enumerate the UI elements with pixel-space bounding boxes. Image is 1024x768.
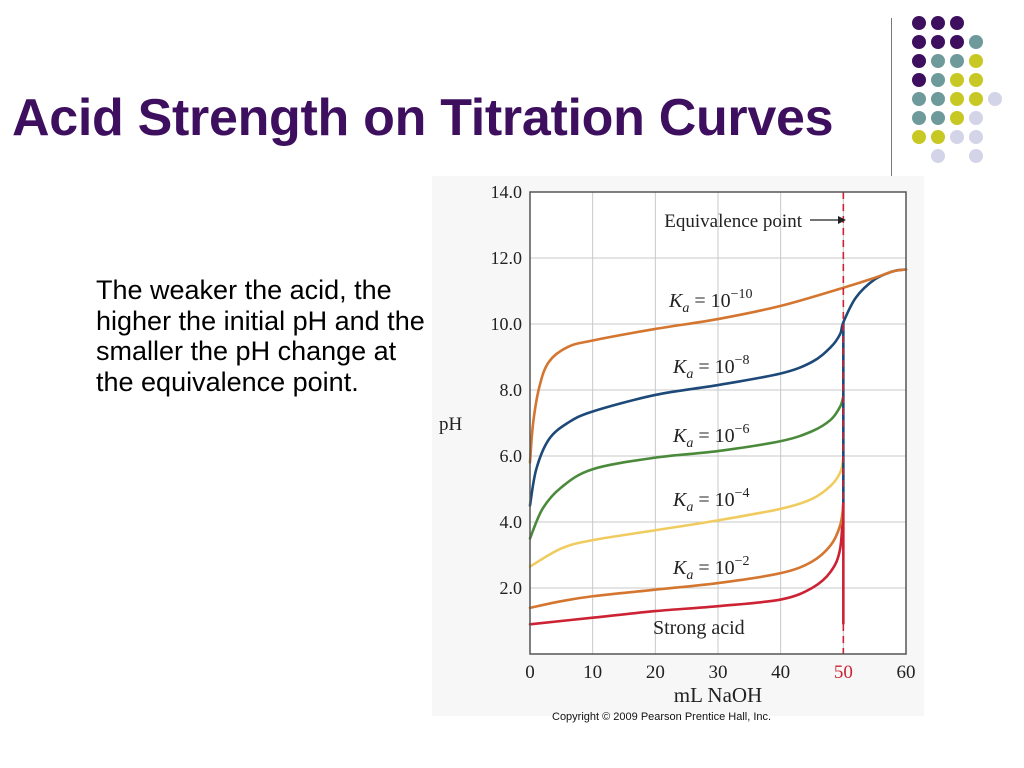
decorative-dot [950, 16, 964, 30]
x-tick-label: 20 [646, 662, 665, 683]
series-line-3 [528, 395, 845, 540]
decorative-dot [988, 92, 1002, 106]
x-tick-label-equivalence: 50 [834, 662, 853, 683]
decorative-dot [950, 54, 964, 68]
decorative-dot [931, 130, 945, 144]
decorative-dot [969, 54, 983, 68]
plot-frame [529, 191, 907, 655]
decorative-dot [969, 130, 983, 144]
x-tick-label: 10 [583, 662, 602, 683]
decorative-dot [950, 92, 964, 106]
series-line-0 [528, 500, 845, 626]
decorative-dot [969, 35, 983, 49]
series-line-2 [528, 458, 845, 568]
x-axis-title: mL NaOH [674, 683, 762, 707]
decorative-dot [912, 130, 926, 144]
y-tick-label: 4.0 [500, 512, 523, 532]
decorative-dot [931, 149, 945, 163]
y-tick-label: 12.0 [491, 248, 523, 268]
decorative-dot [931, 111, 945, 125]
copyright-text: Copyright © 2009 Pearson Prentice Hall, … [552, 711, 772, 723]
titration-chart: Equivalence point Strong acid Ka = 10−2 Ka… [432, 176, 924, 716]
y-tick-labels: 2.0 4.0 6.0 8.0 10.0 12.0 14.0 [491, 182, 523, 598]
y-tick-label: 2.0 [500, 578, 523, 598]
decorative-dot [912, 73, 926, 87]
equivalence-label: Equivalence point [664, 211, 802, 232]
series-label-1: Ka = 10−2 [672, 554, 750, 583]
x-tick-label: 40 [771, 662, 790, 683]
decorative-dot [931, 16, 945, 30]
series-label-0: Strong acid [653, 617, 745, 639]
decorative-dot [931, 73, 945, 87]
decorative-dot [950, 111, 964, 125]
series-label-4: Ka = 10−8 [672, 353, 750, 382]
series-line-1 [528, 504, 845, 610]
equivalence-annotation: Equivalence point [664, 211, 846, 232]
series-labels: Strong acid Ka = 10−2 Ka = 10−4 Ka = 10−6 Ka… [653, 287, 753, 639]
series-label-2: Ka = 10−4 [672, 486, 750, 515]
series-line-5 [528, 268, 908, 464]
decorative-dot [931, 54, 945, 68]
title-divider [891, 18, 892, 180]
decorative-dot [969, 73, 983, 87]
y-axis-title: pH [439, 414, 463, 435]
y-tick-label: 6.0 [500, 446, 523, 466]
decorative-dot [969, 92, 983, 106]
slide-body-text: The weaker the acid, the higher the init… [96, 275, 425, 397]
decorative-dot [969, 111, 983, 125]
decorative-dot [931, 35, 945, 49]
x-tick-label: 0 [525, 662, 535, 683]
slide-title: Acid Strength on Titration Curves [12, 89, 834, 147]
y-tick-label: 14.0 [491, 182, 523, 202]
series-label-5: Ka = 10−10 [668, 287, 753, 316]
series-label-3: Ka = 10−6 [672, 422, 750, 451]
x-tick-labels: 0 10 20 30 40 50 60 [525, 662, 915, 683]
x-tick-label: 60 [897, 662, 916, 683]
decorative-dot [969, 149, 983, 163]
decorative-dot [950, 35, 964, 49]
y-tick-label: 10.0 [491, 314, 523, 334]
decorative-dot [912, 111, 926, 125]
decorative-dot-grid [912, 16, 1002, 163]
y-tick-label: 8.0 [500, 380, 523, 400]
decorative-dot [912, 35, 926, 49]
decorative-dot [912, 54, 926, 68]
decorative-dot [950, 130, 964, 144]
x-tick-label: 30 [709, 662, 728, 683]
decorative-dot [912, 16, 926, 30]
equivalence-arrowhead [838, 216, 846, 224]
decorative-dot [931, 92, 945, 106]
decorative-dot [950, 73, 964, 87]
decorative-dot [912, 92, 926, 106]
series-layer [528, 268, 908, 626]
series-line-4 [528, 268, 908, 507]
